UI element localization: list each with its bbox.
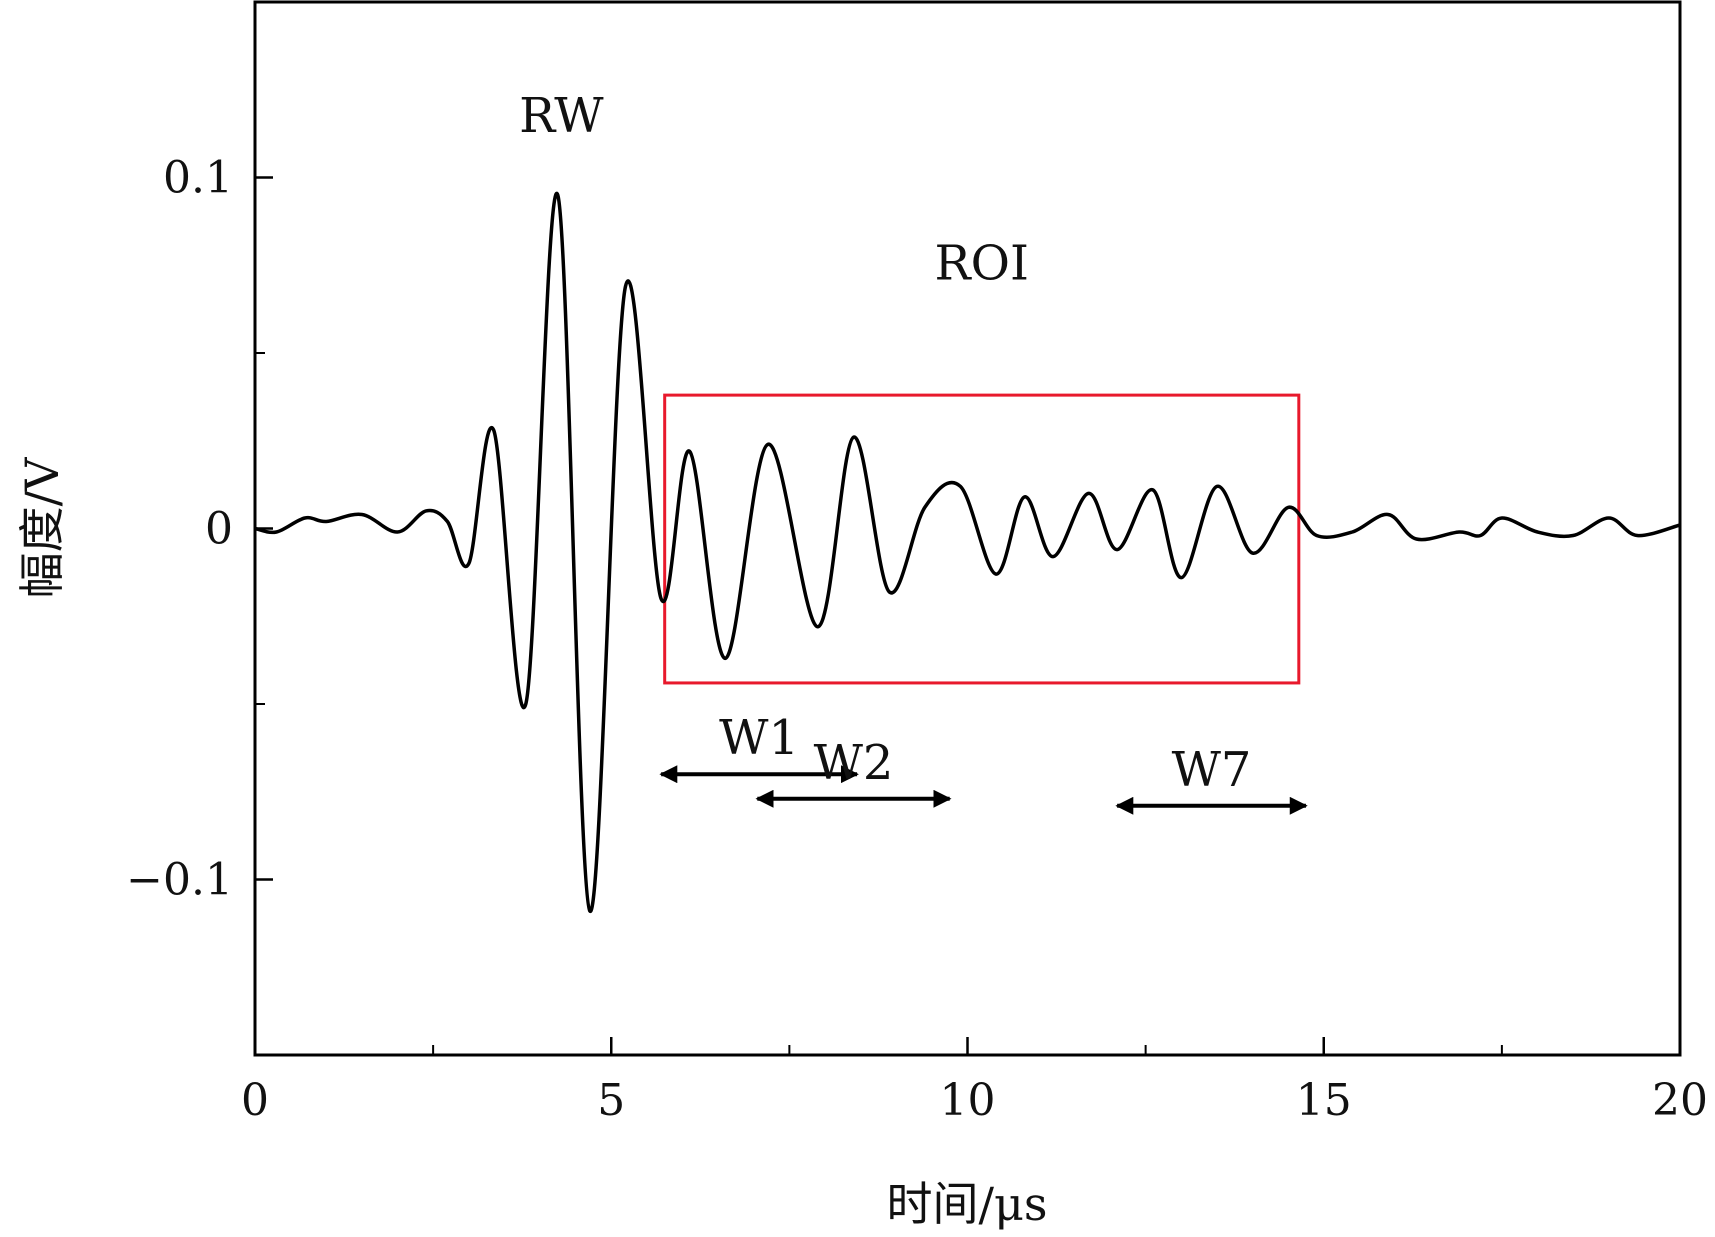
x-tick-label: 15 xyxy=(1296,1075,1352,1126)
roi-box xyxy=(663,393,1301,685)
annotation-label: ROI xyxy=(935,235,1029,291)
y-axis-label: 幅度/V xyxy=(15,457,69,598)
y-tick-label: 0 xyxy=(205,504,233,555)
window-label: W2 xyxy=(814,735,894,791)
axis-ticks xyxy=(253,176,1682,1055)
annotation-label: RW xyxy=(519,88,604,144)
x-tick-label: 20 xyxy=(1652,1075,1708,1126)
window-arrows: W1 W2 W7 xyxy=(659,710,1308,815)
x-axis-label: 时间/μs xyxy=(887,1177,1048,1231)
x-tick-label: 5 xyxy=(597,1075,625,1126)
y-tick-label: 0.1 xyxy=(163,153,233,204)
series-line xyxy=(254,191,1681,913)
axis-tick-labels: 0 5 10 15 20 −0.1 0 0.1 xyxy=(126,153,1708,1127)
x-tick-label: 0 xyxy=(241,1075,269,1126)
window-label: W1 xyxy=(719,710,799,766)
chart-annotations: RW ROI xyxy=(519,88,1029,291)
window-label: W7 xyxy=(1172,742,1252,798)
plot-frame xyxy=(253,0,1682,1057)
x-tick-label: 10 xyxy=(940,1075,996,1126)
y-tick-label: −0.1 xyxy=(126,855,233,906)
